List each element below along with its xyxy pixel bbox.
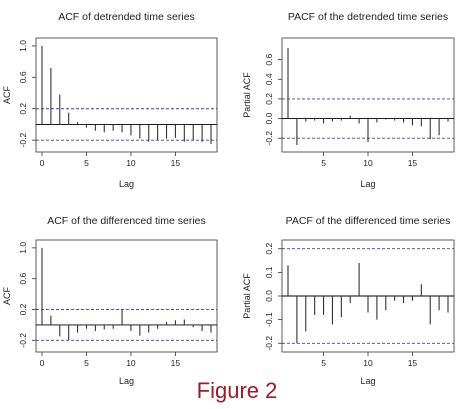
y-axis-label: Partial ACF [242, 273, 252, 319]
x-axis-label: Lag [119, 376, 134, 386]
x-tick-label: 5 [321, 158, 326, 168]
chart-panel-1: ACF of detrended time series 0 5 10 15 -0.2 0.… [2, 11, 218, 189]
x-tick-label: 10 [363, 158, 373, 168]
x-tick-label: 15 [171, 358, 181, 368]
x-axis-label: Lag [119, 179, 134, 189]
y-tick-label: -0.1 [264, 312, 274, 327]
y-tick-label: 1.0 [18, 40, 28, 52]
x-tick-label: 10 [363, 358, 373, 368]
y-tick-label: 0.0 [264, 112, 274, 124]
x-tick-label: 0 [40, 158, 45, 168]
chart-panel-2: PACF of the detrended time series 5 10 15 -0… [242, 11, 455, 189]
y-tick-label: -0.2 [18, 333, 28, 348]
y-tick-label: 0.6 [264, 53, 274, 65]
x-tick-label: 15 [408, 358, 418, 368]
x-tick-label: 10 [126, 358, 136, 368]
plot-frame [35, 239, 218, 353]
chart-title: ACF of detrended time series [58, 11, 195, 23]
x-tick-label: 15 [171, 158, 181, 168]
x-tick-label: 5 [321, 358, 326, 368]
y-tick-label: 0.0 [264, 290, 274, 302]
y-tick-label: -0.2 [18, 133, 28, 148]
y-tick-label: 0.2 [18, 303, 28, 315]
y-tick-label: 0.2 [264, 93, 274, 105]
x-axis-label: Lag [360, 376, 375, 386]
x-tick-label: 0 [40, 358, 45, 368]
x-axis-label: Lag [360, 179, 375, 189]
chart-panel-4: PACF of the differenced time series 5 10 15… [242, 215, 455, 386]
x-tick-label: 10 [126, 158, 136, 168]
chart-title: PACF of the detrended time series [288, 11, 448, 23]
figure-caption: Figure 2 [196, 378, 278, 403]
y-tick-label: 0.1 [264, 266, 274, 278]
y-tick-label: 1.0 [18, 242, 28, 254]
y-tick-label: 0.4 [264, 73, 274, 85]
y-axis-label: ACF [2, 286, 12, 305]
y-tick-label: 0.6 [18, 71, 28, 83]
y-tick-label: 0.2 [18, 103, 28, 115]
chart-title: PACF of the differenced time series [286, 215, 451, 227]
chart-panel-3: ACF of the differenced time series 0 5 10 15… [2, 215, 218, 386]
y-tick-label: 0.2 [264, 243, 274, 255]
x-tick-label: 5 [84, 358, 89, 368]
y-tick-label: -0.2 [264, 336, 274, 351]
y-axis-label: ACF [2, 85, 12, 104]
chart-title: ACF of the differenced time series [47, 215, 206, 227]
plot-frame [35, 37, 218, 153]
y-tick-label: 0.6 [18, 272, 28, 284]
y-axis-label: Partial ACF [242, 72, 252, 118]
y-tick-label: -0.2 [264, 131, 274, 146]
x-tick-label: 15 [408, 158, 418, 168]
x-tick-label: 5 [84, 158, 89, 168]
